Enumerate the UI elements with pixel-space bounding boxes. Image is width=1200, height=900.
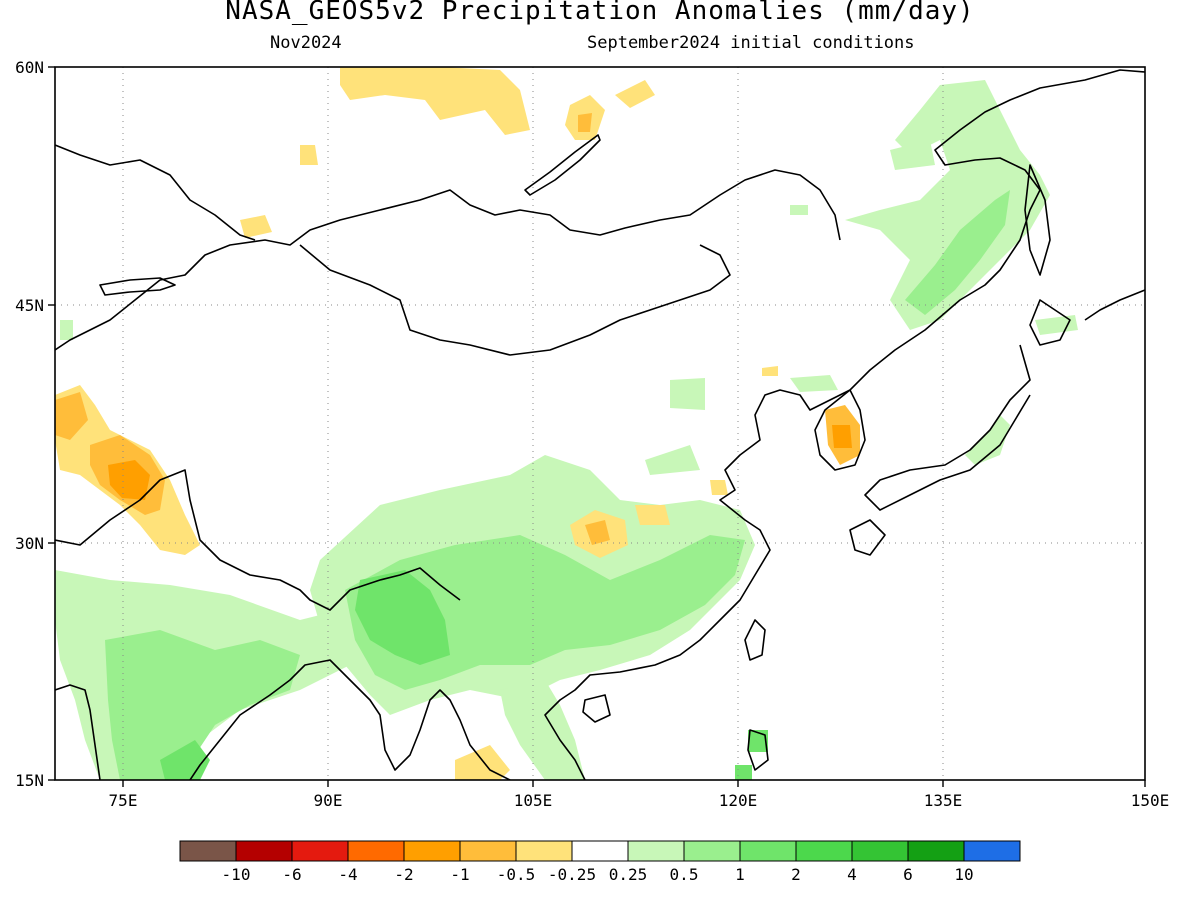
lon-label-150e: 150E <box>1131 791 1170 810</box>
anomaly-region-china-patch-2 <box>670 378 705 410</box>
anomaly-region-west-patch <box>60 320 73 340</box>
legend-swatch <box>851 840 909 862</box>
lon-label-75e: 75E <box>109 791 138 810</box>
legend-label: 0.5 <box>670 865 699 884</box>
coastline-india-west <box>55 684 101 780</box>
coastline-taiwan <box>744 619 766 661</box>
coastline-philippines <box>747 729 769 771</box>
anomaly-region-northeast-asia-positive <box>845 80 1050 330</box>
legend-label: -0.5 <box>497 865 536 884</box>
anomaly-region-korea-strong <box>832 425 852 448</box>
legend-swatch <box>739 840 797 862</box>
lat-label-15n: 15N <box>15 771 44 790</box>
legend-label: -10 <box>222 865 251 884</box>
anomaly-region-indochina-positive <box>500 680 585 780</box>
anomaly-region-hokkaido-positive <box>1035 315 1078 335</box>
legend-swatch <box>795 840 853 862</box>
anomaly-region-china-negative-strong <box>585 520 610 545</box>
valid-month-label: Nov2024 <box>270 33 342 53</box>
anomaly-fields <box>55 67 1078 780</box>
color-legend: -10 -6 -4 -2 -1 -0.5 -0.25 0.25 0.5 1 2 4 6 10 <box>179 840 1021 884</box>
anomaly-region-shandong-negative <box>710 480 728 495</box>
legend-swatch <box>291 840 349 862</box>
anomaly-region-luzon-positive <box>735 765 752 780</box>
legend-label: -4 <box>338 865 357 884</box>
coastline-bay-of-bengal <box>189 659 511 780</box>
coastline-asia-mainland <box>544 69 1145 780</box>
longitude-labels: 75E 90E 105E 120E 135E 150E <box>109 791 1170 810</box>
coastline-japan-honshu <box>864 344 1031 511</box>
legend-swatch <box>403 840 461 862</box>
legend-swatch <box>571 840 629 862</box>
coastline-hokkaido <box>1029 299 1071 346</box>
legend-label: -1 <box>450 865 469 884</box>
anomaly-region-northeast-asia-moderate <box>905 190 1010 315</box>
legend-label: 2 <box>791 865 801 884</box>
border-mongolia-south <box>299 244 731 356</box>
legend-label: 0.25 <box>609 865 648 884</box>
legend-label: -0.25 <box>548 865 596 884</box>
lake-balkhash <box>99 277 176 296</box>
plot-frame <box>54 66 1146 781</box>
border-india-china <box>55 469 461 611</box>
anomaly-region-taiwan-positive <box>748 730 768 752</box>
anomaly-region-china-negative-2 <box>635 505 670 525</box>
lat-label-60n: 60N <box>15 58 44 77</box>
legend-swatch <box>179 840 237 862</box>
anomaly-region-kazakh-patch <box>790 205 808 215</box>
anomaly-region-baikal-strong <box>578 113 592 132</box>
lake-baikal <box>524 134 601 196</box>
legend-swatch <box>907 840 965 862</box>
legend-label: 10 <box>954 865 973 884</box>
legend-swatch <box>627 840 685 862</box>
anomaly-region-indochina-negative <box>455 745 510 780</box>
lon-label-90e: 90E <box>314 791 343 810</box>
coastline-korea <box>814 389 866 471</box>
tick-marks <box>48 66 1146 787</box>
border-russia-kazakh <box>55 144 256 241</box>
anomaly-region-pakistan-strong <box>108 460 150 500</box>
anomaly-region-altai-negative <box>240 215 272 238</box>
latitude-labels: 60N 45N 30N 15N <box>15 58 44 790</box>
legend-swatch <box>347 840 405 862</box>
anomaly-region-korea-patch <box>790 375 838 392</box>
anomaly-region-mongolia-negative <box>340 67 530 135</box>
lat-label-45n: 45N <box>15 296 44 315</box>
anomaly-region-japan-positive <box>965 415 1010 465</box>
anomaly-region-india-moderate <box>105 630 300 780</box>
legend-swatch <box>963 840 1021 862</box>
init-conditions-label: September2024 initial conditions <box>587 33 915 53</box>
legend-label: 6 <box>903 865 913 884</box>
legend-swatch <box>515 840 573 862</box>
anomaly-region-west-siberia-negative <box>300 145 318 165</box>
legend-label: 4 <box>847 865 857 884</box>
coastline-kamchatka-kurils <box>1084 289 1145 321</box>
legend-swatch <box>235 840 293 862</box>
lon-label-105e: 105E <box>514 791 553 810</box>
anomaly-region-siberia-negative <box>615 80 655 108</box>
anomaly-region-burma-strong <box>355 570 450 665</box>
legend-label: -6 <box>282 865 301 884</box>
coastline-kyushu-shikoku <box>849 519 886 556</box>
legend-swatch <box>683 840 741 862</box>
anomaly-region-china-patch-1 <box>645 445 700 475</box>
legend-label: 1 <box>735 865 745 884</box>
legend-label: -2 <box>394 865 413 884</box>
lat-label-30n: 30N <box>15 534 44 553</box>
lon-label-135e: 135E <box>924 791 963 810</box>
anomaly-region-siberia-patch <box>890 140 935 170</box>
anomaly-region-bohai-negative <box>762 366 778 376</box>
legend-swatch <box>459 840 517 862</box>
map-title: NASA_GEOS5v2 Precipitation Anomalies (mm… <box>225 0 975 26</box>
anomaly-region-afghan-negative <box>55 392 88 440</box>
coastline-sakhalin <box>1024 164 1051 276</box>
coastlines-and-borders <box>55 69 1145 780</box>
coastline-hainan <box>582 694 611 723</box>
lon-label-120e: 120E <box>719 791 758 810</box>
